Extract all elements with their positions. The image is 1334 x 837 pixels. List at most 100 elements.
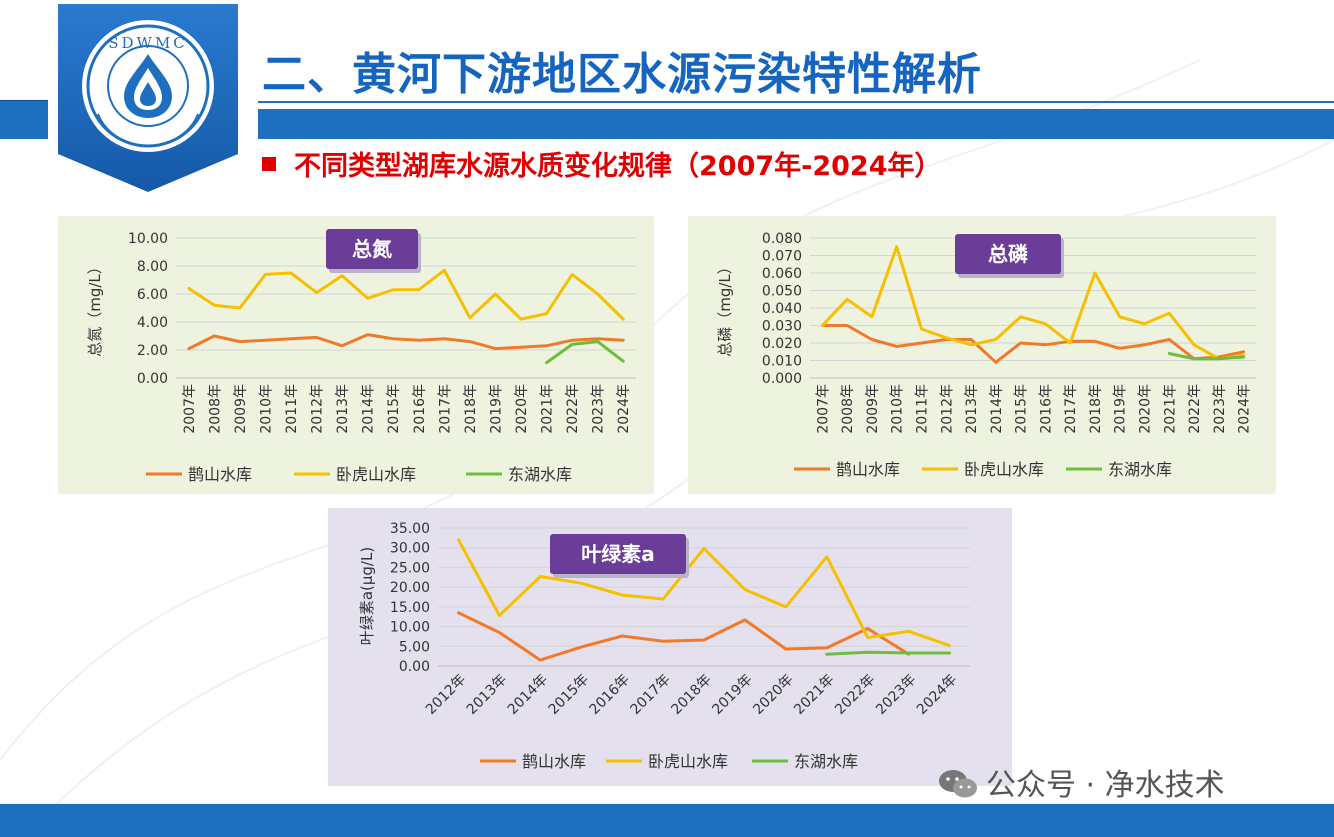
legend-label: 卧虎山水库	[336, 465, 416, 484]
x-tick-label: 2019年	[488, 384, 504, 434]
series-line-3	[545, 340, 625, 365]
x-tick-label: 2016年	[587, 672, 633, 718]
series-line-1	[187, 333, 625, 351]
x-tick-label: 2012年	[310, 384, 326, 434]
x-tick-label: 2018年	[1088, 384, 1104, 434]
y-tick-label: 0.010	[762, 354, 802, 370]
x-tick-label: 2018年	[463, 384, 479, 434]
y-axis-label: 总氮（mg/L）	[86, 259, 104, 357]
bullet-square-icon	[262, 157, 276, 171]
x-tick-label: 2022年	[832, 672, 878, 718]
header-band-right	[258, 109, 1334, 139]
y-tick-label: 6.00	[137, 287, 168, 303]
x-tick-label: 2011年	[915, 384, 931, 434]
x-tick-label: 2010年	[890, 384, 906, 434]
y-tick-label: 30.00	[390, 541, 430, 557]
logo: SDWMC	[58, 4, 238, 192]
subtitle-text: 不同类型湖库水源水质变化规律（2007年-2024年）	[294, 151, 942, 182]
x-tick-label: 2017年	[627, 672, 673, 718]
x-tick-label: 2022年	[1187, 384, 1203, 434]
x-tick-label: 2014年	[361, 384, 377, 434]
title-badge	[326, 229, 418, 269]
y-tick-label: 0.060	[762, 266, 802, 282]
legend-label: 卧虎山水库	[648, 752, 728, 771]
y-tick-label: 0.030	[762, 319, 802, 335]
x-tick-label: 2013年	[464, 672, 510, 718]
header-band-left	[0, 101, 48, 139]
series-line-1	[820, 324, 1246, 364]
logo-text: SDWMC	[108, 34, 188, 52]
series-line-2	[820, 245, 1246, 361]
y-tick-label: 0.080	[762, 231, 802, 247]
x-tick-label: 2017年	[1063, 384, 1079, 434]
y-tick-label: 0.040	[762, 301, 802, 317]
x-tick-label: 2007年	[182, 384, 198, 434]
header-band-line	[258, 101, 1334, 103]
x-tick-label: 2021年	[1162, 384, 1178, 434]
y-tick-label: 20.00	[390, 580, 430, 596]
y-tick-label: 0.00	[399, 659, 430, 675]
y-tick-label: 5.00	[399, 639, 430, 655]
x-tick-label: 2019年	[709, 672, 755, 718]
y-tick-label: 8.00	[137, 259, 168, 275]
legend-label: 东湖水库	[794, 752, 858, 771]
series-line-2	[457, 538, 951, 647]
y-tick-label: 35.00	[390, 521, 430, 537]
x-tick-label: 2024年	[616, 384, 632, 434]
x-tick-label: 2008年	[207, 384, 223, 434]
y-tick-label: 0.050	[762, 284, 802, 300]
x-tick-label: 2017年	[437, 384, 453, 434]
x-tick-label: 2023年	[873, 672, 919, 718]
chart-title: 总磷	[988, 242, 1028, 266]
x-tick-label: 2024年	[914, 672, 960, 718]
x-tick-label: 2024年	[1237, 384, 1253, 434]
x-tick-label: 2013年	[964, 384, 980, 434]
x-tick-label: 2023年	[1212, 384, 1228, 434]
x-tick-label: 2013年	[335, 384, 351, 434]
x-tick-label: 2016年	[1038, 384, 1054, 434]
series-line-3	[1167, 352, 1246, 361]
x-tick-label: 2020年	[514, 384, 530, 434]
x-tick-label: 2021年	[540, 384, 556, 434]
x-tick-label: 2012年	[939, 384, 955, 434]
x-tick-label: 2019年	[1113, 384, 1129, 434]
y-axis-label: 总磷（mg/L）	[716, 259, 734, 357]
chart-svg: 0.00 5.00 10.00 15.00 20.00 25.00 30.00 35.00 20…	[358, 521, 970, 771]
chart-title: 叶绿素a	[581, 542, 655, 566]
x-tick-label: 2020年	[1138, 384, 1154, 434]
footer-band	[0, 804, 1334, 837]
x-tick-label: 2020年	[750, 672, 796, 718]
x-tick-label: 2015年	[546, 672, 592, 718]
y-tick-label: 0.070	[762, 249, 802, 265]
x-tick-label: 2015年	[386, 384, 402, 434]
x-tick-label: 2016年	[412, 384, 428, 434]
legend-label: 鹊山水库	[522, 752, 586, 771]
x-tick-label: 2018年	[668, 672, 714, 718]
chart-svg: 0.00 2.00 4.00 6.00 8.00 10.00 2007年 2008年 2009年…	[86, 229, 636, 484]
wechat-icon	[938, 767, 978, 809]
legend-label: 卧虎山水库	[964, 460, 1044, 479]
chart-chlorophyll-a: 0.00 5.00 10.00 15.00 20.00 25.00 30.00 35.00 20…	[328, 508, 1012, 786]
y-tick-label: 25.00	[390, 560, 430, 576]
legend-label: 东湖水库	[508, 465, 572, 484]
series-line-3	[825, 650, 951, 656]
title-badge	[955, 234, 1061, 274]
x-tick-label: 2009年	[865, 384, 881, 434]
x-tick-label: 2014年	[989, 384, 1005, 434]
x-tick-label: 2010年	[258, 384, 274, 434]
chart-total-phosphorus: 0.000 0.010 0.020 0.030 0.040 0.050 0.060 0.070…	[688, 216, 1276, 494]
x-tick-label: 2021年	[791, 672, 837, 718]
y-tick-label: 4.00	[137, 315, 168, 331]
x-tick-label: 2007年	[815, 384, 831, 434]
legend-label: 东湖水库	[1108, 460, 1172, 479]
wechat-watermark: 公众号 · 净水技术	[938, 760, 1225, 809]
y-tick-label: 10.00	[128, 231, 168, 247]
page-title: 二、黄河下游地区水源污染特性解析	[262, 49, 982, 100]
watermark-text: 公众号 · 净水技术	[986, 768, 1225, 803]
x-tick-label: 2008年	[840, 384, 856, 434]
y-tick-label: 0.000	[762, 371, 802, 387]
series-line-1	[457, 611, 911, 662]
x-tick-label: 2022年	[565, 384, 581, 434]
x-tick-label: 2009年	[233, 384, 249, 434]
